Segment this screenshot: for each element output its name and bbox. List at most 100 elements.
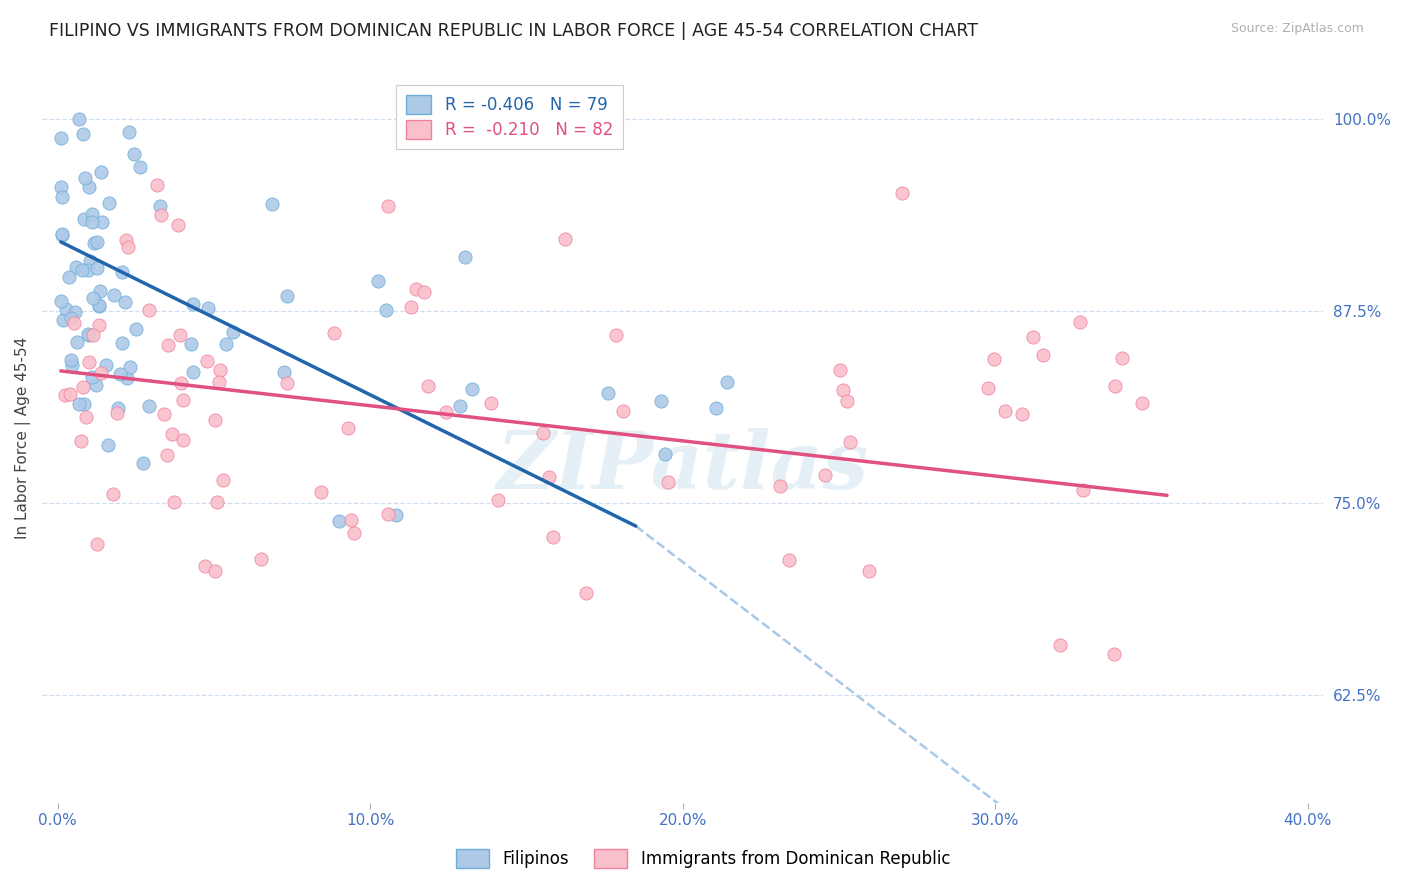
Point: [977, 381, 1000, 395]
Point: [195, 354, 218, 368]
Point: [86, 235, 108, 250]
Point: [194, 559, 217, 574]
Point: [72, 380, 94, 394]
Point: [138, 399, 160, 413]
Point: [90, 165, 112, 179]
Point: [399, 300, 422, 314]
Point: [1130, 396, 1153, 410]
Point: [72, 127, 94, 141]
Point: [830, 363, 852, 377]
Point: [322, 326, 344, 340]
Point: [554, 232, 576, 246]
Point: [59, 311, 82, 326]
Point: [405, 282, 427, 296]
Point: [249, 551, 271, 566]
Point: [80, 215, 103, 229]
Point: [125, 322, 148, 336]
Point: [70, 263, 93, 277]
Point: [375, 303, 398, 318]
Point: [778, 553, 800, 567]
Point: [51, 227, 73, 241]
Point: [103, 288, 125, 302]
Point: [704, 401, 727, 415]
Point: [983, 351, 1005, 366]
Point: [385, 508, 408, 523]
Point: [77, 180, 100, 194]
Point: [654, 447, 676, 461]
Point: [449, 399, 471, 413]
Point: [412, 285, 434, 300]
Point: [377, 507, 399, 521]
Point: [479, 396, 502, 410]
Point: [62, 359, 84, 373]
Point: [107, 401, 129, 415]
Point: [138, 302, 160, 317]
Point: [108, 367, 131, 381]
Point: [434, 405, 457, 419]
Point: [75, 409, 97, 424]
Point: [343, 525, 366, 540]
Point: [60, 353, 83, 368]
Point: [377, 199, 399, 213]
Point: [58, 270, 80, 285]
Point: [89, 285, 111, 299]
Point: [73, 397, 96, 411]
Point: [70, 434, 93, 449]
Point: [82, 327, 104, 342]
Point: [716, 376, 738, 390]
Point: [890, 186, 912, 200]
Point: [208, 375, 231, 389]
Point: [76, 262, 98, 277]
Point: [461, 382, 484, 396]
Point: [204, 564, 226, 578]
Point: [114, 294, 136, 309]
Point: [87, 318, 110, 333]
Point: [66, 334, 89, 349]
Point: [215, 336, 238, 351]
Point: [80, 370, 103, 384]
Point: [262, 197, 284, 211]
Point: [129, 160, 152, 174]
Point: [111, 265, 134, 279]
Point: [98, 196, 121, 211]
Point: [1011, 408, 1033, 422]
Point: [531, 425, 554, 440]
Point: [118, 125, 141, 139]
Y-axis label: In Labor Force | Age 45-54: In Labor Force | Age 45-54: [15, 336, 31, 539]
Point: [1104, 378, 1126, 392]
Point: [84, 378, 107, 392]
Point: [132, 457, 155, 471]
Point: [181, 296, 204, 310]
Point: [146, 178, 169, 193]
Point: [276, 376, 298, 391]
Point: [51, 190, 73, 204]
Text: Source: ZipAtlas.com: Source: ZipAtlas.com: [1230, 22, 1364, 36]
Point: [212, 473, 235, 487]
Point: [97, 438, 120, 452]
Point: [172, 434, 194, 448]
Point: [181, 365, 204, 379]
Point: [82, 291, 104, 305]
Point: [207, 495, 229, 509]
Point: [575, 586, 598, 600]
Point: [67, 112, 90, 126]
Point: [172, 393, 194, 408]
Point: [59, 387, 82, 401]
Point: [273, 365, 295, 379]
Point: [149, 199, 172, 213]
Point: [115, 233, 138, 247]
Point: [49, 180, 72, 194]
Point: [309, 484, 332, 499]
Point: [858, 564, 880, 578]
Point: [650, 393, 672, 408]
Point: [1071, 483, 1094, 497]
Point: [994, 403, 1017, 417]
Point: [157, 338, 180, 352]
Point: [83, 236, 105, 251]
Point: [117, 239, 139, 253]
Point: [105, 406, 128, 420]
Point: [94, 359, 117, 373]
Point: [150, 208, 173, 222]
Point: [122, 147, 145, 161]
Point: [1032, 348, 1054, 362]
